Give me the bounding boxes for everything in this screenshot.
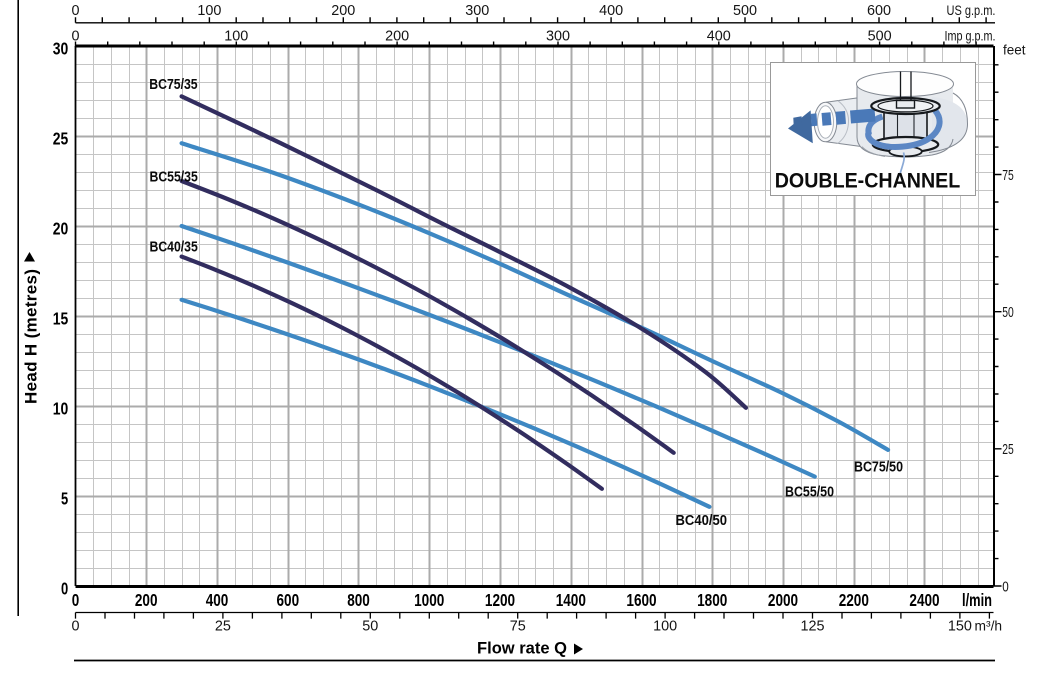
svg-text:l/min: l/min <box>962 590 992 610</box>
svg-text:100: 100 <box>197 3 221 19</box>
svg-text:1200: 1200 <box>485 590 515 610</box>
svg-text:Imp g.p.m.: Imp g.p.m. <box>945 28 996 43</box>
svg-text:800: 800 <box>347 590 370 610</box>
svg-text:50: 50 <box>1002 305 1014 321</box>
svg-text:300: 300 <box>546 28 570 44</box>
svg-text:1800: 1800 <box>697 590 727 610</box>
svg-text:30: 30 <box>53 39 69 59</box>
svg-text:500: 500 <box>733 3 757 19</box>
svg-text:1400: 1400 <box>556 590 586 610</box>
svg-text:25: 25 <box>215 619 231 635</box>
svg-text:600: 600 <box>277 590 300 610</box>
svg-text:15: 15 <box>53 309 69 329</box>
svg-text:DOUBLE-CHANNEL: DOUBLE-CHANNEL <box>775 169 961 192</box>
svg-text:BC40/50: BC40/50 <box>676 512 728 529</box>
svg-text:0: 0 <box>71 3 79 19</box>
svg-text:200: 200 <box>331 3 355 19</box>
svg-text:0: 0 <box>1002 579 1009 595</box>
svg-text:300: 300 <box>465 3 489 19</box>
svg-text:20: 20 <box>53 219 69 239</box>
svg-text:0: 0 <box>71 28 79 44</box>
svg-text:1000: 1000 <box>414 590 444 610</box>
svg-text:200: 200 <box>135 590 158 610</box>
svg-text:0: 0 <box>72 590 80 610</box>
svg-text:100: 100 <box>224 28 248 44</box>
svg-text:25: 25 <box>53 129 69 149</box>
svg-text:BC40/35: BC40/35 <box>150 239 199 256</box>
svg-text:25: 25 <box>1002 442 1014 458</box>
svg-text:5: 5 <box>61 489 68 509</box>
svg-text:Head H (metres): Head H (metres) <box>22 269 41 404</box>
svg-text:400: 400 <box>707 28 731 44</box>
svg-text:600: 600 <box>867 3 891 19</box>
svg-text:0: 0 <box>61 579 68 599</box>
svg-text:400: 400 <box>206 590 229 610</box>
svg-text:BC55/50: BC55/50 <box>785 484 834 501</box>
svg-text:10: 10 <box>53 399 69 419</box>
svg-text:125: 125 <box>800 619 824 635</box>
svg-text:50: 50 <box>362 619 378 635</box>
svg-text:Flow rate Q: Flow rate Q <box>477 640 567 658</box>
svg-text:m³/h: m³/h <box>975 619 1003 634</box>
svg-text:2400: 2400 <box>909 590 939 610</box>
svg-text:100: 100 <box>653 619 677 635</box>
svg-text:400: 400 <box>599 3 623 19</box>
svg-text:BC75/35: BC75/35 <box>149 76 198 93</box>
svg-text:75: 75 <box>510 619 526 635</box>
svg-text:2200: 2200 <box>839 590 869 610</box>
svg-text:75: 75 <box>1002 168 1014 184</box>
svg-text:0: 0 <box>71 619 79 635</box>
svg-text:BC75/50: BC75/50 <box>854 459 903 476</box>
svg-text:feet: feet <box>1003 43 1026 58</box>
svg-text:150: 150 <box>948 619 972 635</box>
svg-text:500: 500 <box>868 28 892 44</box>
svg-text:2000: 2000 <box>768 590 798 610</box>
svg-text:200: 200 <box>385 28 409 44</box>
svg-text:BC55/35: BC55/35 <box>150 169 199 186</box>
svg-text:1600: 1600 <box>626 590 656 610</box>
svg-text:US g.p.m.: US g.p.m. <box>947 3 996 18</box>
